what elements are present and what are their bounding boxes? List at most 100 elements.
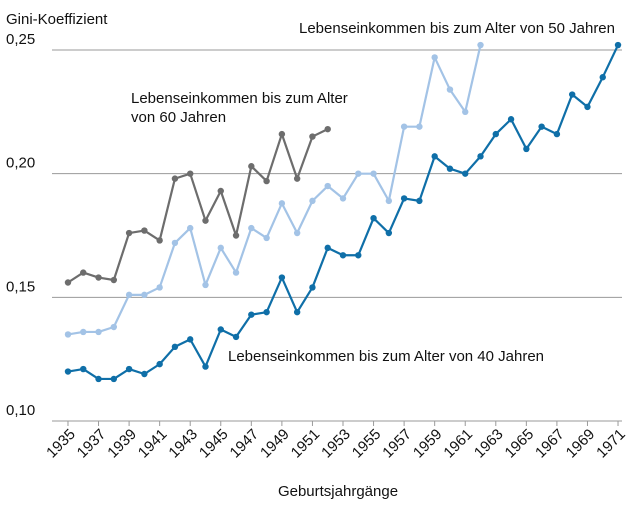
data-point (248, 224, 255, 232)
data-point (523, 145, 530, 153)
data-point (217, 244, 224, 252)
data-point (568, 91, 576, 98)
data-point (355, 170, 362, 177)
data-point (324, 182, 331, 190)
y-axis-label: Gini-Koeffizient (6, 11, 108, 28)
data-point (431, 54, 438, 61)
data-point (462, 108, 469, 116)
data-point (462, 170, 469, 177)
x-tick-label: 1953 (318, 426, 354, 462)
data-point (614, 41, 622, 49)
data-point (187, 336, 194, 343)
data-point (64, 331, 72, 338)
data-point (171, 175, 179, 182)
data-point (95, 375, 102, 383)
data-point (293, 229, 301, 237)
data-point (355, 252, 362, 259)
data-point (141, 370, 148, 378)
series-label: Lebenseinkommen bis zum Alter von 50 Jah… (298, 20, 615, 37)
x-tick-label: 1951 (288, 426, 324, 462)
data-point (110, 276, 118, 284)
data-point (324, 244, 331, 252)
data-point (248, 163, 255, 170)
data-point (156, 284, 163, 291)
data-point (339, 252, 347, 259)
data-point (599, 74, 606, 81)
data-point (584, 103, 591, 111)
data-point (202, 217, 209, 224)
data-point (80, 269, 87, 276)
data-point (187, 224, 194, 232)
data-point (385, 197, 393, 205)
data-point (64, 279, 72, 286)
data-point (232, 269, 240, 276)
data-point (80, 328, 87, 336)
data-point (141, 291, 148, 299)
series-line (67, 44, 482, 336)
x-tick-label: 1935 (43, 426, 79, 462)
data-point (202, 363, 209, 370)
data-point (339, 195, 347, 202)
data-point (477, 153, 484, 160)
data-point (232, 232, 240, 239)
data-point (278, 200, 286, 207)
data-point (538, 123, 545, 130)
data-point (217, 326, 224, 333)
x-tick-label: 1963 (471, 426, 507, 462)
data-point (400, 123, 408, 130)
data-point (477, 41, 484, 49)
x-tick-label: 1971 (593, 426, 629, 462)
data-point (446, 86, 454, 93)
data-point (278, 130, 286, 138)
data-point (309, 284, 316, 291)
data-point (125, 229, 133, 237)
data-point (171, 239, 179, 247)
data-point (416, 123, 423, 130)
data-point (263, 177, 270, 185)
data-point (416, 197, 423, 205)
data-point (309, 197, 316, 205)
data-point (553, 130, 561, 138)
y-tick-label: 0,20 (6, 155, 35, 172)
data-point (385, 229, 393, 237)
data-point (187, 170, 194, 177)
x-tick-label: 1939 (104, 426, 140, 462)
data-point (293, 308, 301, 316)
y-tick-label: 0,25 (6, 31, 35, 48)
x-tick-label: 1969 (563, 426, 599, 462)
data-point (171, 343, 179, 350)
data-point (110, 375, 118, 383)
data-point (95, 328, 102, 336)
data-point (64, 368, 72, 375)
y-tick-label: 0,15 (6, 278, 35, 295)
data-point (125, 365, 133, 373)
data-point (141, 227, 148, 234)
x-tick-label: 1941 (135, 426, 171, 462)
x-tick-label: 1943 (165, 426, 201, 462)
data-point (95, 274, 102, 281)
data-point (370, 170, 377, 177)
data-point (309, 133, 316, 140)
data-point (400, 195, 408, 202)
data-point (156, 360, 163, 368)
data-point (278, 274, 286, 281)
data-point (293, 175, 301, 182)
x-tick-label: 1957 (379, 426, 415, 462)
data-point (492, 130, 499, 138)
data-point (507, 116, 515, 123)
x-tick-label: 1937 (74, 426, 110, 462)
data-point (431, 153, 438, 160)
series-label: Lebenseinkommen bis zum Alter von 60 Jah… (131, 90, 348, 126)
series-label: Lebenseinkommen bis zum Alter von 40 Jah… (228, 348, 545, 365)
x-axis-label: Geburtsjahrgänge (278, 483, 398, 500)
data-point (248, 311, 255, 318)
data-point (263, 234, 270, 242)
x-tick-label: 1965 (502, 426, 538, 462)
data-point (263, 308, 270, 316)
data-point (217, 187, 224, 195)
data-point (202, 281, 209, 289)
data-point (156, 237, 163, 244)
x-tick-label: 1959 (410, 426, 446, 462)
